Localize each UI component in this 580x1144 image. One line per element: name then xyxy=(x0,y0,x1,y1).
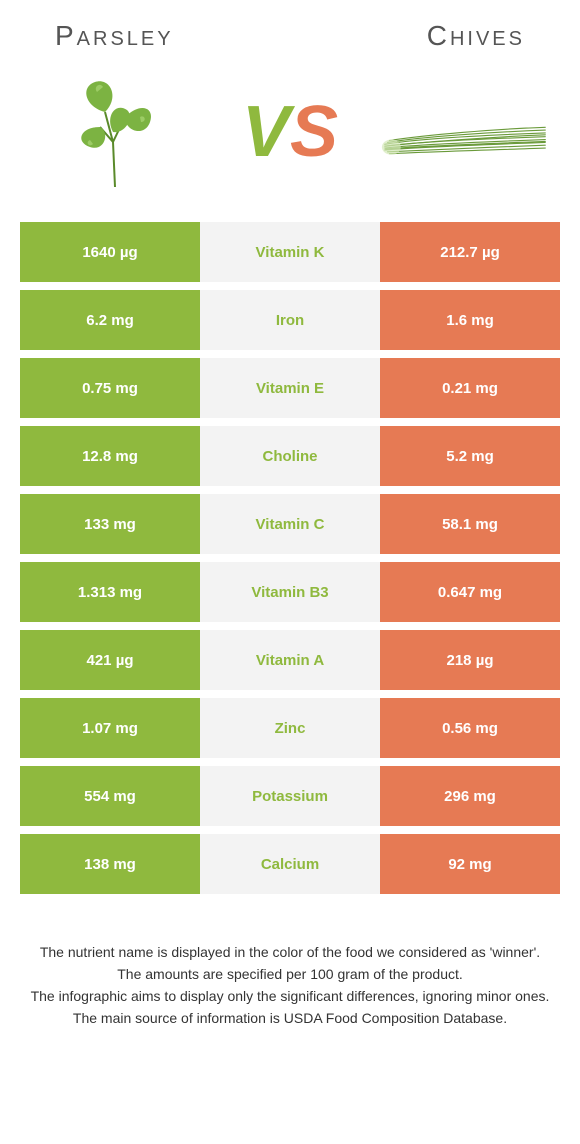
left-food-title: Parsley xyxy=(55,20,174,52)
footer-line-4: The main source of information is USDA F… xyxy=(30,1008,550,1029)
table-row: 554 mgPotassium296 mg xyxy=(20,766,560,826)
right-value: 218 µg xyxy=(380,630,560,690)
table-row: 133 mgVitamin C58.1 mg xyxy=(20,494,560,554)
right-value: 0.21 mg xyxy=(380,358,560,418)
nutrient-label: Iron xyxy=(200,290,380,350)
footer-line-1: The nutrient name is displayed in the co… xyxy=(30,942,550,963)
vs-s: S xyxy=(290,91,338,173)
table-row: 6.2 mgIron1.6 mg xyxy=(20,290,560,350)
right-value: 0.647 mg xyxy=(380,562,560,622)
vs-v: V xyxy=(242,91,290,173)
footer-notes: The nutrient name is displayed in the co… xyxy=(0,902,580,1050)
nutrient-label: Zinc xyxy=(200,698,380,758)
left-value: 6.2 mg xyxy=(20,290,200,350)
table-row: 421 µgVitamin A218 µg xyxy=(20,630,560,690)
vs-row: VS xyxy=(0,62,580,222)
left-value: 12.8 mg xyxy=(20,426,200,486)
nutrient-label: Vitamin E xyxy=(200,358,380,418)
left-value: 554 mg xyxy=(20,766,200,826)
vs-label: VS xyxy=(242,91,338,173)
right-value: 0.56 mg xyxy=(380,698,560,758)
table-row: 1.313 mgVitamin B30.647 mg xyxy=(20,562,560,622)
nutrient-table: 1640 µgVitamin K212.7 µg 6.2 mgIron1.6 mg… xyxy=(20,222,560,894)
nutrient-label: Vitamin A xyxy=(200,630,380,690)
chives-image xyxy=(380,72,550,192)
left-value: 1640 µg xyxy=(20,222,200,282)
footer-line-2: The amounts are specified per 100 gram o… xyxy=(30,964,550,985)
nutrient-label: Vitamin C xyxy=(200,494,380,554)
left-value: 0.75 mg xyxy=(20,358,200,418)
nutrient-label: Vitamin K xyxy=(200,222,380,282)
right-value: 92 mg xyxy=(380,834,560,894)
left-value: 133 mg xyxy=(20,494,200,554)
left-value: 1.07 mg xyxy=(20,698,200,758)
left-value: 1.313 mg xyxy=(20,562,200,622)
parsley-image xyxy=(30,72,200,192)
table-row: 1640 µgVitamin K212.7 µg xyxy=(20,222,560,282)
header: Parsley Chives xyxy=(0,0,580,62)
left-value: 138 mg xyxy=(20,834,200,894)
right-value: 5.2 mg xyxy=(380,426,560,486)
left-value: 421 µg xyxy=(20,630,200,690)
table-row: 12.8 mgCholine5.2 mg xyxy=(20,426,560,486)
right-value: 1.6 mg xyxy=(380,290,560,350)
nutrient-label: Potassium xyxy=(200,766,380,826)
table-row: 0.75 mgVitamin E0.21 mg xyxy=(20,358,560,418)
right-value: 296 mg xyxy=(380,766,560,826)
right-food-title: Chives xyxy=(427,20,525,52)
table-row: 138 mgCalcium92 mg xyxy=(20,834,560,894)
footer-line-3: The infographic aims to display only the… xyxy=(30,986,550,1007)
right-value: 212.7 µg xyxy=(380,222,560,282)
nutrient-label: Vitamin B3 xyxy=(200,562,380,622)
right-value: 58.1 mg xyxy=(380,494,560,554)
nutrient-label: Choline xyxy=(200,426,380,486)
table-row: 1.07 mgZinc0.56 mg xyxy=(20,698,560,758)
nutrient-label: Calcium xyxy=(200,834,380,894)
